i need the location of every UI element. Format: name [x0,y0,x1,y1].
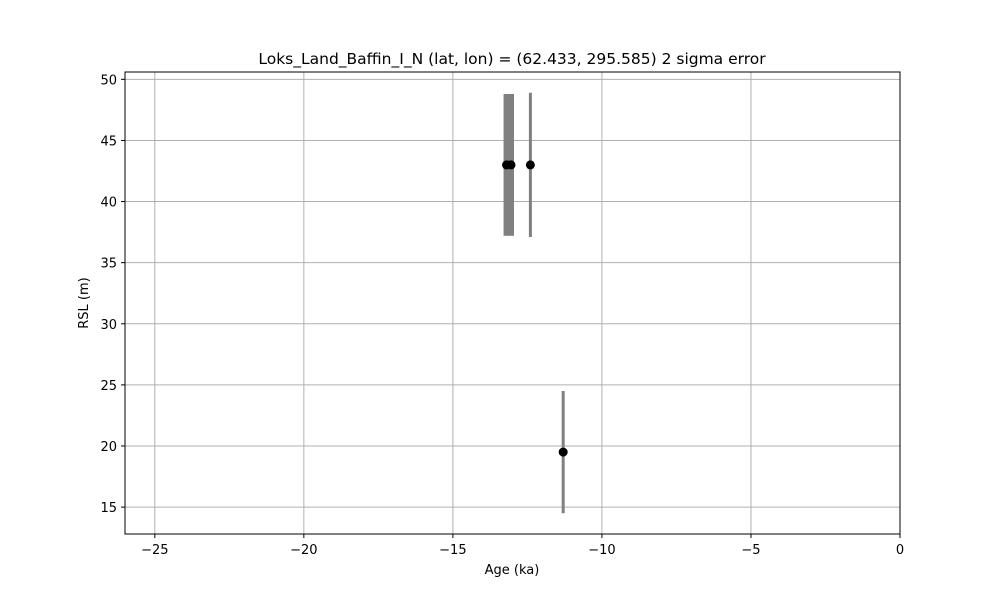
x-tick-label: −10 [588,543,615,558]
y-tick-label: 15 [100,501,117,516]
y-tick-label: 40 [100,196,117,211]
error-bars [503,92,565,514]
chart-title: Loks_Land_Baffin_I_N (lat, lon) = (62.43… [258,50,766,69]
x-tick-label: 0 [896,543,904,558]
data-points [502,160,568,457]
y-tick-label: 30 [100,318,117,333]
x-tick-label: −20 [290,543,317,558]
x-ticks: −25 −20 −15 −10 −5 0 [141,534,904,558]
data-point [525,160,535,170]
y-tick-label: 25 [100,379,117,394]
x-tick-label: −15 [439,543,466,558]
x-axis-label: Age (ka) [485,563,540,578]
y-axis-label: RSL (m) [77,277,92,328]
data-point [506,160,516,170]
x-tick-label: −5 [741,543,760,558]
y-tick-label: 20 [100,440,117,455]
data-point [558,447,568,457]
y-tick-label: 50 [100,73,117,88]
y-tick-label: 35 [100,257,117,272]
x-tick-label: −25 [141,543,168,558]
y-ticks: 15 20 25 30 35 40 45 50 [100,73,125,516]
y-tick-label: 45 [100,134,117,149]
plot-frame [124,71,901,535]
